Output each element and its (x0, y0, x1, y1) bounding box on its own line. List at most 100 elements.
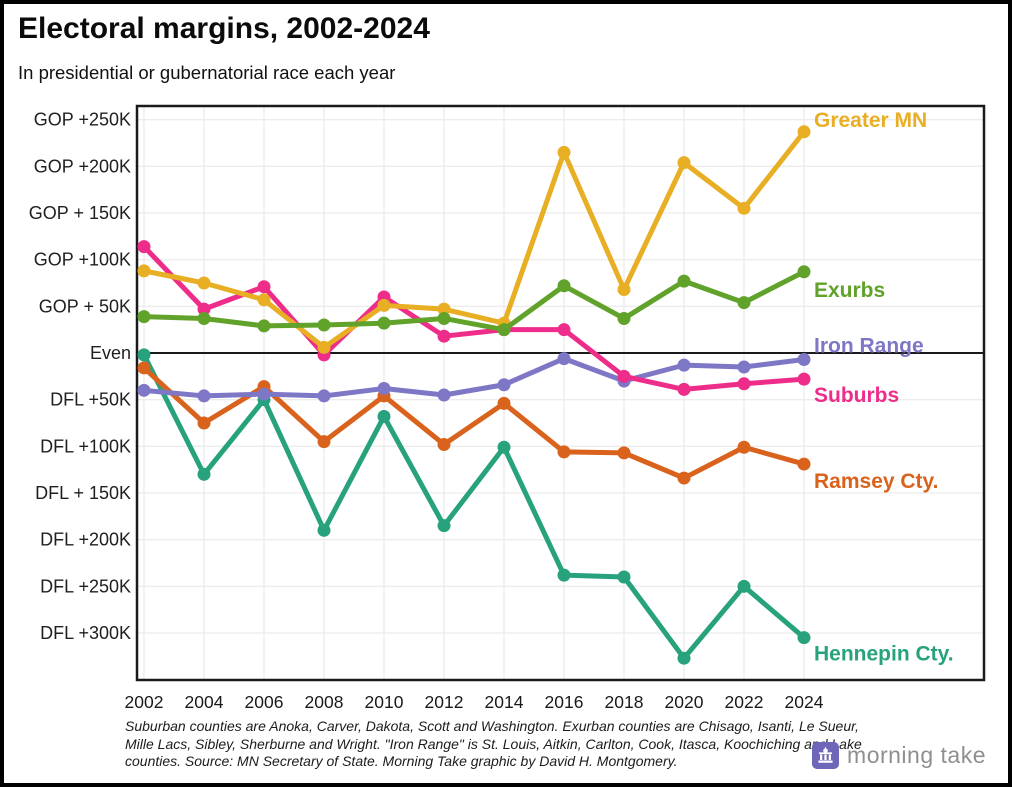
y-tick-label: DFL +300K (40, 623, 131, 643)
data-point (257, 319, 271, 333)
data-point (317, 318, 331, 332)
data-point (437, 311, 451, 325)
footnote-line: Mille Lacs, Sibley, Sherburne and Wright… (125, 735, 862, 752)
data-point (677, 274, 691, 288)
data-point (497, 378, 511, 392)
y-tick-label: Even (90, 343, 131, 363)
data-point (497, 396, 511, 410)
data-point (797, 265, 811, 279)
y-tick-label: GOP + 50K (39, 296, 131, 316)
y-tick-label: DFL +50K (50, 390, 131, 410)
series-line (141, 129, 807, 350)
y-tick-label: DFL +200K (40, 530, 131, 550)
series-labels: Greater MN Exurbs Iron Range Suburbs Ramsey … (814, 109, 954, 666)
capitol-icon-glyph (818, 747, 833, 763)
data-point (317, 435, 331, 449)
data-point (557, 445, 571, 459)
data-point (797, 372, 811, 386)
data-point (197, 416, 211, 430)
x-tick-label: 2016 (545, 692, 584, 712)
data-point (797, 631, 811, 645)
footnote-line: counties. Source: MN Secretary of State.… (125, 753, 678, 769)
data-point (797, 457, 811, 471)
data-point (617, 369, 631, 383)
data-point (137, 361, 151, 375)
data-point (677, 382, 691, 396)
data-point (257, 280, 271, 294)
data-point (137, 240, 151, 254)
x-tick-label: 2010 (365, 692, 404, 712)
data-point (197, 276, 211, 290)
data-point (677, 358, 691, 372)
data-point (797, 125, 811, 139)
series-line (141, 244, 807, 392)
data-point (197, 311, 211, 325)
morning-take-logo: morning take (812, 742, 986, 769)
series-label: Exurbs (814, 279, 885, 302)
data-point (137, 264, 151, 278)
data-point (437, 519, 451, 533)
footnote: Suburban counties are Anoka, Carver, Dak… (125, 718, 865, 771)
series-ramsey-cty (137, 361, 811, 485)
x-tick-label: 2004 (185, 692, 224, 712)
data-point (737, 296, 751, 310)
data-point (557, 145, 571, 159)
series-label: Ramsey Cty. (814, 470, 939, 493)
series-hennepin-cty (137, 348, 811, 665)
data-point (617, 446, 631, 460)
logo-text: morning take (847, 742, 986, 768)
chart-subtitle: In presidential or gubernatorial race ea… (18, 62, 396, 83)
data-point (737, 440, 751, 454)
data-point (437, 329, 451, 343)
y-tick-label: DFL +100K (40, 436, 131, 456)
y-tick-label: DFL + 150K (35, 483, 131, 503)
data-point (377, 298, 391, 312)
y-tick-label: DFL +250K (40, 576, 131, 596)
data-point (257, 293, 271, 307)
data-point (377, 381, 391, 395)
data-point (137, 348, 151, 362)
series-line (141, 356, 807, 399)
data-point (197, 467, 211, 481)
x-tick-label: 2006 (245, 692, 284, 712)
series-greater-mn (137, 125, 811, 354)
series-line (141, 269, 807, 333)
data-point (257, 387, 271, 401)
data-point (437, 302, 451, 316)
x-tick-label: 2022 (725, 692, 764, 712)
data-point (317, 523, 331, 537)
data-point (797, 353, 811, 367)
series-label: Hennepin Cty. (814, 643, 954, 666)
capitol-icon (812, 742, 840, 769)
data-point (437, 437, 451, 451)
data-point (197, 389, 211, 403)
series-label: Greater MN (814, 109, 927, 132)
data-point (677, 156, 691, 170)
data-point (377, 409, 391, 423)
data-point (137, 310, 151, 324)
y-tick-label: GOP +200K (34, 156, 131, 176)
data-point (197, 302, 211, 316)
series-label: Iron Range (814, 335, 924, 358)
x-tick-label: 2008 (305, 692, 344, 712)
data-point (497, 440, 511, 454)
data-point (317, 340, 331, 354)
series-label: Suburbs (814, 384, 899, 407)
data-point (557, 279, 571, 293)
data-point (557, 352, 571, 366)
x-tick-label: 2024 (785, 692, 824, 712)
data-point (617, 311, 631, 325)
x-tick-label: 2012 (425, 692, 464, 712)
data-point (617, 570, 631, 584)
data-point (677, 471, 691, 485)
x-tick-label: 2020 (665, 692, 704, 712)
data-point (317, 389, 331, 403)
chart-title: Electoral margins, 2002-2024 (18, 12, 430, 45)
data-point (737, 360, 751, 374)
series-iron-range (137, 352, 811, 403)
data-point (737, 201, 751, 215)
data-point (617, 283, 631, 297)
y-tick-label: GOP +100K (34, 250, 131, 270)
data-point (137, 383, 151, 397)
